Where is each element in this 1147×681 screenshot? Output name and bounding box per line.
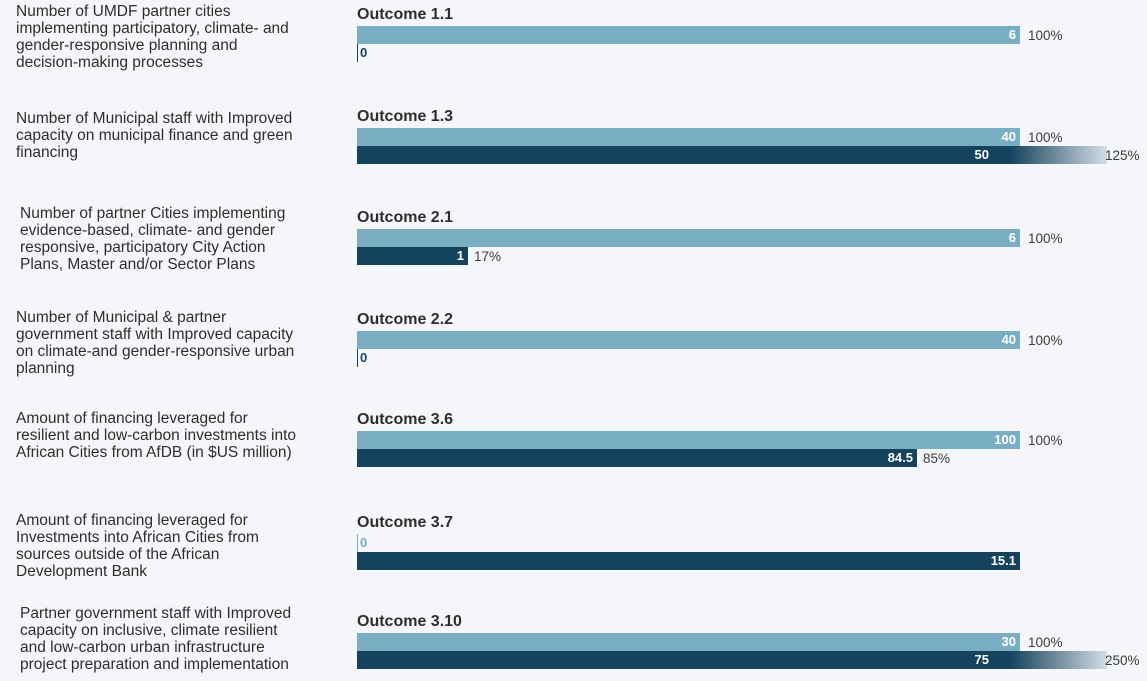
actual-percent-label: 125% [1105, 148, 1140, 163]
actual-value-label: 1 [456, 248, 464, 263]
target-bar: 100 [357, 431, 1020, 449]
actual-value-label: 0 [360, 350, 368, 365]
target-value-label: 40 [1001, 332, 1016, 347]
actual-bar: 50 [357, 146, 1107, 164]
target-value-label: 0 [360, 535, 368, 550]
target-value-label: 40 [1001, 129, 1016, 144]
target-bar: 6 [357, 229, 1020, 247]
actual-bar: 75 [357, 651, 1107, 669]
actual-bar: 0 [357, 44, 367, 62]
actual-value-label: 75 [974, 652, 989, 667]
target-percent-label: 100% [1028, 130, 1063, 145]
target-percent-label: 100% [1028, 333, 1063, 348]
outcome-title: Outcome 1.1 [357, 6, 454, 23]
target-value-label: 100 [994, 432, 1016, 447]
target-bar: 0 [357, 534, 367, 552]
target-percent-label: 100% [1028, 231, 1063, 246]
target-bar: 6 [357, 26, 1020, 44]
outcome-description: Amount of financing leveraged for resili… [16, 410, 296, 461]
actual-percent-label: 85% [923, 451, 951, 466]
outcome-title: Outcome 3.6 [357, 411, 454, 428]
target-bar: 30 [357, 633, 1020, 651]
target-percent-label: 100% [1028, 635, 1063, 650]
actual-value-label: 50 [974, 147, 989, 162]
outcome-description: Number of Municipal staff with Improved … [16, 110, 293, 161]
actual-bar: 84.5 [357, 449, 917, 467]
target-percent-label: 100% [1028, 28, 1063, 43]
target-value-label: 30 [1001, 634, 1016, 649]
outcome-title: Outcome 3.10 [357, 613, 462, 630]
actual-bar: 1 [357, 247, 468, 265]
outcome-title: Outcome 2.1 [357, 209, 454, 226]
actual-percent-label: 17% [474, 249, 502, 264]
outcome-description: Amount of financing leveraged for Invest… [16, 512, 259, 580]
outcome-title: Outcome 2.2 [357, 311, 454, 328]
actual-bar: 0 [357, 349, 367, 367]
actual-value-label: 15.1 [990, 553, 1016, 568]
outcome-title: Outcome 1.3 [357, 108, 454, 125]
outcome-description: Partner government staff with Improved c… [20, 605, 292, 673]
target-value-label: 6 [1008, 230, 1016, 245]
actual-value-label: 0 [360, 45, 368, 60]
target-value-label: 6 [1008, 27, 1016, 42]
outcome-description: Number of UMDF partner cities implementi… [16, 3, 289, 71]
actual-value-label: 84.5 [887, 450, 913, 465]
target-bar: 40 [357, 331, 1020, 349]
outcome-title: Outcome 3.7 [357, 514, 454, 531]
outcome-description: Number of Municipal & partner government… [16, 309, 295, 377]
actual-bar: 15.1 [357, 552, 1020, 570]
target-bar: 40 [357, 128, 1020, 146]
actual-percent-label: 250% [1105, 653, 1140, 668]
outcome-description: Number of partner Cities implementing ev… [20, 205, 286, 273]
target-percent-label: 100% [1028, 433, 1063, 448]
